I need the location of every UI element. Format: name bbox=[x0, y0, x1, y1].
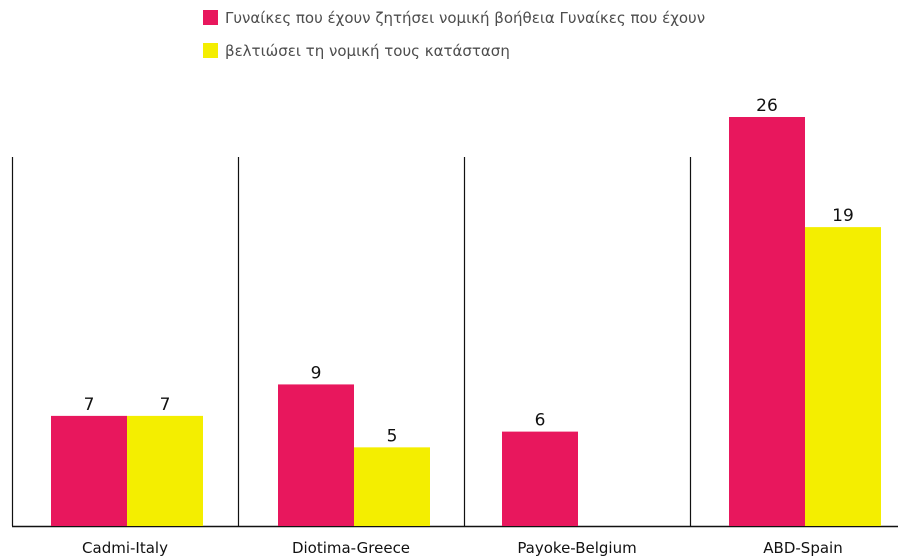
legend-swatch-series-1 bbox=[203, 10, 218, 25]
data-label-cadmi-italy-series-1: 7 bbox=[84, 395, 95, 415]
bar-payoke-belgium-series-1 bbox=[502, 431, 578, 526]
legend-label-series-1: Γυναίκες που έχουν ζητήσει νομική βοήθει… bbox=[225, 9, 705, 27]
bar-abd-spain-series-2 bbox=[805, 227, 881, 526]
bar-cadmi-italy-series-1 bbox=[51, 415, 127, 526]
x-tick-label: Payoke-Belgium bbox=[517, 539, 636, 557]
data-label-abd-spain-series-1: 26 bbox=[756, 96, 778, 116]
x-tick-label: Cadmi-Italy bbox=[82, 539, 168, 557]
data-labels-group: 7 7 9 5 6 26 19 bbox=[84, 96, 854, 446]
bar-cadmi-italy-series-2 bbox=[127, 415, 203, 526]
bar-diotima-greece-series-2 bbox=[354, 447, 430, 526]
data-label-diotima-greece-series-2: 5 bbox=[387, 426, 398, 446]
bar-diotima-greece-series-1 bbox=[278, 384, 354, 526]
data-label-payoke-belgium-series-1: 6 bbox=[535, 411, 546, 431]
legend-label-series-2: βελτιώσει τη νομική τους κατάσταση bbox=[225, 42, 510, 60]
x-tick-label: ABD-Spain bbox=[763, 539, 842, 557]
legend: Γυναίκες που έχουν ζητήσει νομική βοήθει… bbox=[203, 9, 705, 60]
legend-swatch-series-2 bbox=[203, 43, 218, 58]
bar-abd-spain-series-1 bbox=[729, 117, 805, 526]
x-tick-label: Diotima-Greece bbox=[292, 539, 410, 557]
bars-group bbox=[51, 117, 881, 526]
data-label-diotima-greece-series-1: 9 bbox=[311, 363, 322, 383]
data-label-cadmi-italy-series-2: 7 bbox=[160, 395, 171, 415]
data-label-abd-spain-series-2: 19 bbox=[832, 206, 854, 226]
x-tick-labels: Cadmi-Italy Diotima-Greece Payoke-Belgium A… bbox=[82, 539, 843, 557]
